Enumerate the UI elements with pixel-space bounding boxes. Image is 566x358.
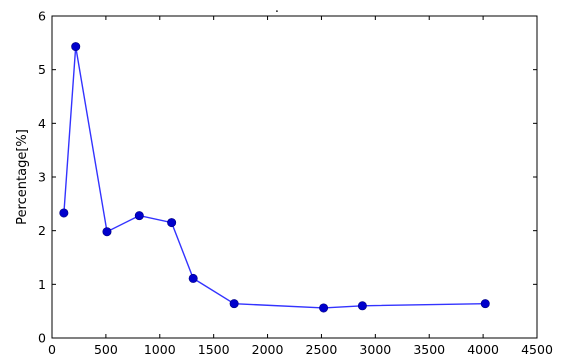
data-point — [59, 208, 69, 218]
x-tick-label: 4500 — [521, 342, 553, 357]
data-point — [319, 303, 329, 313]
y-tick-label: 1 — [38, 277, 46, 292]
data-point — [357, 301, 367, 311]
series-line — [63, 46, 486, 309]
chart-title: . — [275, 1, 279, 16]
x-tick-label: 3500 — [413, 342, 445, 357]
y-tick-label: 2 — [38, 223, 46, 238]
data-point — [134, 211, 144, 221]
y-tick-label: 5 — [38, 62, 46, 77]
x-tick-label: 3000 — [359, 342, 391, 357]
plot-frame — [51, 15, 538, 339]
x-tick-label: 0 — [48, 342, 56, 357]
x-tick-label: 1500 — [198, 342, 230, 357]
x-tick-label: 500 — [94, 342, 118, 357]
y-tick-label: 3 — [38, 170, 46, 185]
data-point — [480, 299, 490, 309]
ticks-layer: 0 500 1000 1500 2000 2500 3000 3500 4000 4500 0 1 2 3… — [38, 9, 553, 358]
data-point — [167, 218, 177, 228]
data-point — [188, 273, 198, 283]
y-tick-label: 4 — [38, 116, 46, 131]
y-tick-label: 6 — [38, 9, 46, 24]
x-tick-label: 4000 — [467, 342, 499, 357]
x-tick-label: 2000 — [252, 342, 284, 357]
data-point — [102, 227, 112, 237]
data-point — [229, 299, 239, 309]
x-tick-label: 2500 — [306, 342, 338, 357]
y-tick-label: 0 — [38, 331, 46, 346]
series-layer — [59, 42, 490, 313]
data-point — [71, 42, 81, 52]
x-tick-label: 1000 — [144, 342, 176, 357]
y-axis-label: Percentage[%] — [15, 129, 30, 225]
